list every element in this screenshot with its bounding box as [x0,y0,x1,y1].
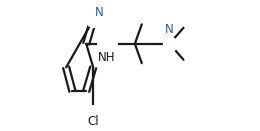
Text: Cl: Cl [87,115,99,128]
Text: NH: NH [98,51,116,64]
Text: N: N [165,23,174,36]
Text: N: N [95,6,104,19]
